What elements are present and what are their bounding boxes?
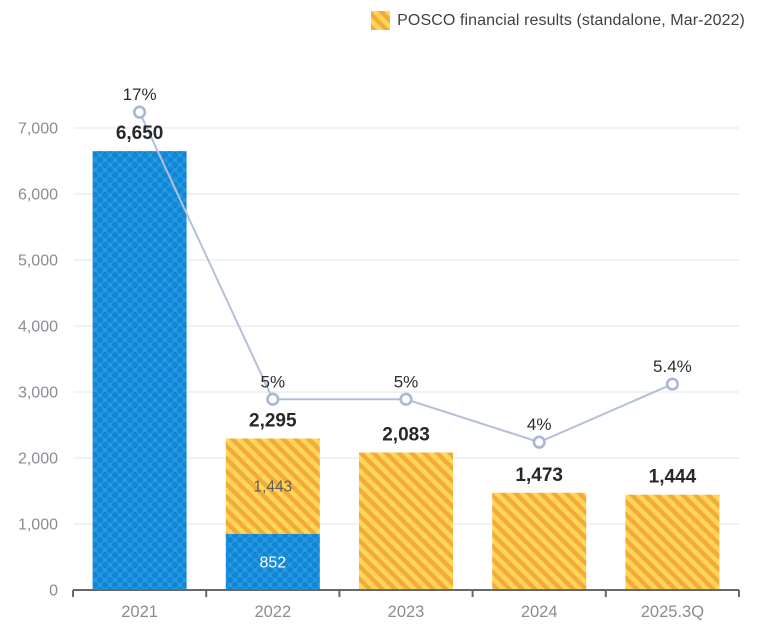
y-tick-label: 6,000	[18, 187, 58, 204]
percent-label: 5%	[261, 372, 286, 391]
y-tick-label: 5,000	[18, 253, 58, 270]
y-tick-label: 0	[49, 583, 58, 600]
percent-line	[138, 111, 673, 444]
bar-segment-2021-blue	[92, 151, 187, 590]
x-category-label: 2021	[121, 603, 158, 621]
bar-total-label: 6,650	[116, 123, 164, 144]
bar-segment-label: 852	[259, 554, 286, 571]
bar-total-label: 1,473	[515, 465, 563, 486]
line-marker	[399, 392, 413, 406]
percent-label: 5%	[394, 372, 419, 391]
bar-segment-label: 1,443	[253, 479, 292, 496]
bar-segment-2022-blue	[225, 533, 320, 590]
legend-swatch-icon	[371, 11, 391, 30]
bar-segment-2024-yellow	[492, 492, 587, 590]
percent-label: 5.4%	[653, 357, 692, 376]
bar-segment-2022-yellow	[225, 438, 320, 534]
line-marker	[665, 377, 680, 391]
y-tick-label: 7,000	[18, 121, 58, 138]
legend: POSCO financial results (standalone, Mar…	[371, 11, 745, 30]
bar-segment-2023-yellow	[359, 452, 453, 590]
line-marker	[133, 105, 147, 119]
y-tick-label: 4,000	[18, 319, 58, 336]
line-marker	[266, 392, 280, 406]
x-category-label: 2022	[254, 603, 291, 621]
bar-total-label: 2,295	[249, 411, 297, 432]
y-tick-label: 1,000	[18, 517, 58, 534]
percent-label: 4%	[527, 415, 552, 434]
percent-label: 17%	[123, 85, 157, 104]
x-category-label: 2023	[388, 603, 425, 621]
bar-total-label: 1,444	[649, 467, 697, 488]
x-category-label: 2024	[521, 603, 558, 621]
bar-total-label: 2,083	[382, 425, 430, 446]
y-tick-label: 2,000	[18, 451, 58, 468]
line-marker	[532, 435, 546, 449]
bar-segment-2025.3Q-yellow	[625, 494, 720, 590]
y-tick-label: 3,000	[18, 385, 58, 402]
legend-label: POSCO financial results (standalone, Mar…	[397, 11, 745, 29]
x-category-label: 2025.3Q	[641, 603, 704, 621]
